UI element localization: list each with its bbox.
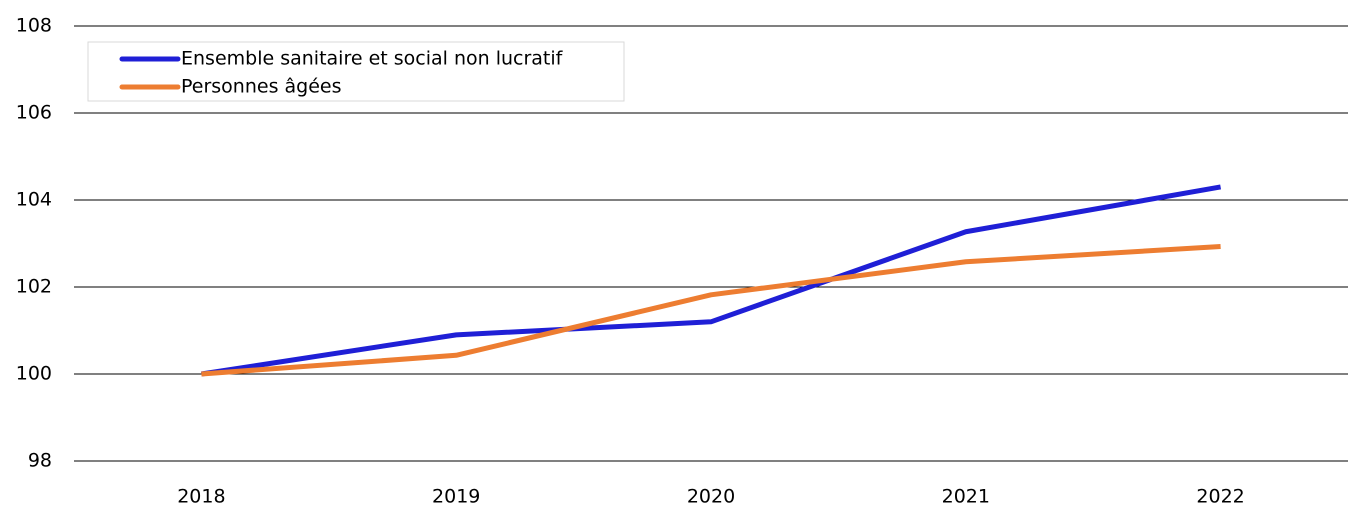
- legend-label: Ensemble sanitaire et social non lucrati…: [181, 48, 564, 70]
- y-tick-label: 102: [16, 276, 52, 298]
- y-tick-label: 100: [16, 363, 52, 385]
- x-tick-label: 2018: [177, 486, 225, 507]
- series-line: [201, 184, 1222, 377]
- x-tick-label: 2021: [942, 486, 990, 507]
- y-tick-label: 104: [16, 189, 52, 211]
- series-line: [201, 244, 1221, 377]
- legend-label: Personnes âgées: [181, 76, 342, 98]
- legend-box: [87, 41, 625, 102]
- x-tick-label: 2019: [432, 486, 480, 507]
- x-tick-label: 2022: [1196, 486, 1244, 507]
- y-tick-label: 98: [28, 450, 52, 472]
- y-tick-label: 108: [16, 15, 52, 37]
- y-tick-label: 106: [16, 102, 52, 124]
- x-tick-label: 2020: [687, 486, 735, 507]
